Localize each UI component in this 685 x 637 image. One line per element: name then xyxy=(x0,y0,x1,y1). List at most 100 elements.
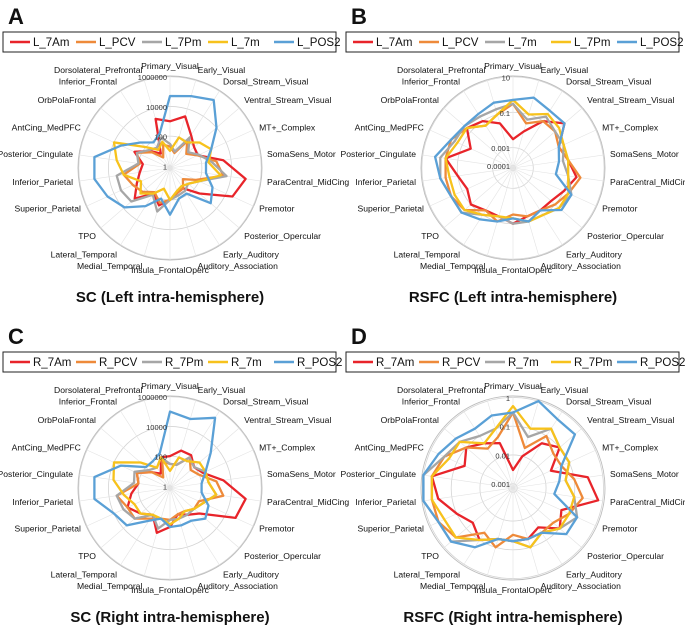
region-label: Inferior_Frontal xyxy=(402,397,460,407)
series-r_pos2 xyxy=(93,410,217,529)
panel-title: SC (Left intra-hemisphere) xyxy=(76,289,264,306)
spoke xyxy=(169,167,197,257)
spoke xyxy=(486,167,514,257)
region-label: AntCing_MedPFC xyxy=(355,122,424,132)
spoke xyxy=(421,474,514,489)
radar-grid xyxy=(77,395,263,581)
spoke xyxy=(512,399,540,489)
panel-letter: D xyxy=(351,324,367,349)
legend-label: L_7Am xyxy=(33,37,69,49)
panel-title: RSFC (Left intra-hemisphere) xyxy=(409,289,617,306)
region-label: Early_Visual xyxy=(198,65,246,75)
region-label: Insula_FrontalOperc xyxy=(131,265,210,275)
spoke xyxy=(169,107,240,169)
tick-label: 10000 xyxy=(146,103,167,112)
region-label: Ventral_Stream_Visual xyxy=(244,415,331,425)
legend-frame xyxy=(345,351,680,373)
region-label: Inferior_Parietal xyxy=(355,497,416,507)
region-label: Primary_Visual xyxy=(141,61,199,71)
region-label: Premotor xyxy=(259,204,294,214)
radar-grid xyxy=(77,75,263,261)
region-label: Posterior_Cingulate xyxy=(0,149,73,159)
region-label: TPO xyxy=(78,551,96,561)
tick-label: 1 xyxy=(163,162,167,171)
spoke xyxy=(512,167,605,182)
region-label: Lateral_Temporal xyxy=(51,569,117,579)
spoke xyxy=(512,129,597,169)
region-label: Dorsal_Stream_Visual xyxy=(223,77,308,87)
region-label: MT+_Complex xyxy=(259,442,316,452)
series-r_pos2 xyxy=(422,399,579,549)
legend: L_7Am L_PCV L_7m L_7Pm L_POS2 xyxy=(345,31,683,53)
region-label: Early_Visual xyxy=(198,385,246,395)
region-label: Insula_FrontalOperc xyxy=(131,585,210,595)
region-label: Dorsolateral_Prefrontal xyxy=(54,385,142,395)
region-label: Lateral_Temporal xyxy=(394,249,460,259)
region-label: Superior_Parietal xyxy=(14,524,80,534)
region-label: TPO xyxy=(421,231,439,241)
legend-label: L_7Pm xyxy=(574,37,610,49)
spoke xyxy=(421,167,514,182)
region-label: Posterior_Cingulate xyxy=(341,149,417,159)
legend-label: R_POS2 xyxy=(640,357,685,369)
region-label: Medial_Temporal xyxy=(77,581,143,591)
legend-frame xyxy=(2,351,337,373)
spoke xyxy=(512,167,597,207)
region-label: Auditory_Association xyxy=(541,261,621,271)
panel-letter: B xyxy=(351,4,367,29)
region-label: Medial_Temporal xyxy=(420,261,486,271)
legend-label: R_7Pm xyxy=(574,357,612,369)
region-label: Primary_Visual xyxy=(484,381,542,391)
spoke xyxy=(169,449,254,489)
region-label: Inferior_Parietal xyxy=(12,177,73,187)
spoke xyxy=(421,154,514,169)
region-label: Dorsal_Stream_Visual xyxy=(566,77,651,87)
spoke xyxy=(512,167,540,257)
region-label: Early_Auditory xyxy=(223,569,280,579)
legend-label: L_7Am xyxy=(376,37,412,49)
tick-label: 1 xyxy=(506,394,510,403)
spoke xyxy=(463,90,514,169)
spoke xyxy=(512,90,563,169)
region-label: Early_Visual xyxy=(541,65,589,75)
region-label: Early_Visual xyxy=(541,385,589,395)
series-r_7m xyxy=(112,456,218,526)
panel-title: SC (Right intra-hemisphere) xyxy=(70,609,269,626)
legend-label: L_7m xyxy=(508,37,537,49)
spoke xyxy=(120,410,171,489)
tick-label: 0.1 xyxy=(500,423,510,432)
radar-grid xyxy=(420,395,606,581)
region-label: SomaSens_Motor xyxy=(267,469,336,479)
legend-label: L_PCV xyxy=(99,37,136,49)
region-label: Inferior_Frontal xyxy=(59,397,117,407)
region-label: Early_Auditory xyxy=(566,569,623,579)
legend-label: R_7Am xyxy=(376,357,414,369)
region-label: Posterior_Opercular xyxy=(587,551,664,561)
series-r_7pm xyxy=(115,456,218,530)
region-label: SomaSens_Motor xyxy=(267,149,336,159)
spoke xyxy=(512,427,583,489)
region-label: Superior_Parietal xyxy=(357,524,423,534)
spoke xyxy=(169,427,240,489)
spoke xyxy=(463,167,514,246)
region-label: Premotor xyxy=(602,204,637,214)
legend: L_7Am L_PCV L_7Pm L_7m L_POS2 xyxy=(2,31,340,53)
panel-letter: C xyxy=(8,324,24,349)
region-label: MT+_Complex xyxy=(259,122,316,132)
region-label: Superior_Parietal xyxy=(357,204,423,214)
panel-b: B L_7Am L_PCV L_7m L_7Pm L_POS2 0.0001 0.001 0.1… xyxy=(341,4,685,306)
region-label: Early_Auditory xyxy=(223,249,280,259)
region-label: Dorsal_Stream_Visual xyxy=(223,397,308,407)
region-label: Inferior_Frontal xyxy=(402,77,460,87)
spoke xyxy=(512,487,597,527)
legend-label: R_7m xyxy=(508,357,539,369)
panel-a: A L_7Am L_PCV L_7Pm L_7m L_POS2 1 100 10000 10000… xyxy=(0,4,349,306)
region-label: TPO xyxy=(78,231,96,241)
tick-label: 1000000 xyxy=(138,73,167,82)
region-label: Dorsolateral_Prefrontal xyxy=(397,385,485,395)
spoke xyxy=(429,167,514,207)
region-label: Inferior_Parietal xyxy=(12,497,73,507)
tick-label: 1 xyxy=(163,482,167,491)
tick-label: 1000000 xyxy=(138,393,167,402)
region-label: Posterior_Opercular xyxy=(244,551,321,561)
